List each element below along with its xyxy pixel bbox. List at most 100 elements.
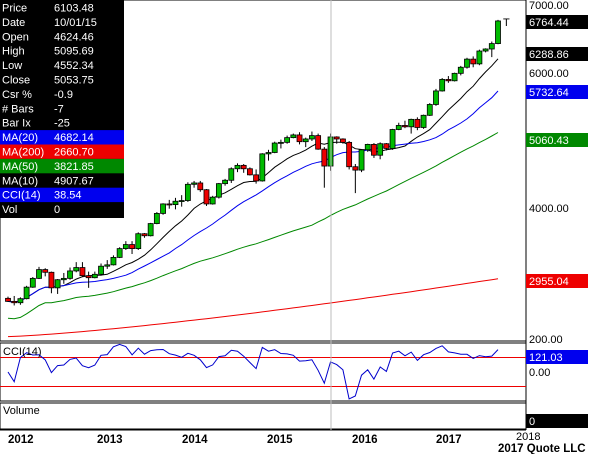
candle-up[interactable] <box>17 297 24 305</box>
data-legend: Price 6103.48 Date 10/01/15 Open 4624.46 High 5… <box>0 0 124 218</box>
candle-up[interactable] <box>172 197 179 210</box>
candle-up[interactable] <box>451 72 458 82</box>
candle-down[interactable] <box>470 56 477 68</box>
candle-up[interactable] <box>54 279 61 294</box>
candle-down[interactable] <box>383 143 390 151</box>
candle-up[interactable] <box>389 128 396 150</box>
candle-up[interactable] <box>488 41 495 58</box>
candle-up[interactable] <box>98 263 104 276</box>
candle-down[interactable] <box>79 262 86 278</box>
legend-key: MA(10) <box>2 175 38 187</box>
ma10-tag: 6288.86 <box>529 49 569 61</box>
legend-row: High 5095.69 <box>2 46 94 58</box>
candle-up[interactable] <box>426 103 433 116</box>
ma200-tag: 2955.04 <box>529 276 569 288</box>
candle-up[interactable] <box>358 149 365 173</box>
candle-up[interactable] <box>153 212 160 225</box>
candle-down[interactable] <box>296 132 303 145</box>
candle-up[interactable] <box>439 78 446 92</box>
candle-up[interactable] <box>228 167 235 183</box>
candle-down[interactable] <box>402 120 408 129</box>
candle-down[interactable] <box>197 180 204 192</box>
candle-up[interactable] <box>160 203 166 215</box>
legend-value: 4552.34 <box>54 60 94 72</box>
candle-down[interactable] <box>352 164 359 194</box>
candle-up[interactable] <box>395 122 402 131</box>
legend-row: # Bars -7 <box>2 103 64 115</box>
legend-value: 5053.75 <box>54 75 94 87</box>
legend-key: Close <box>2 75 30 87</box>
legend-value: -25 <box>54 118 70 130</box>
candle-down[interactable] <box>371 143 377 158</box>
candle-up[interactable] <box>420 114 427 129</box>
cci-series <box>0 343 526 400</box>
legend-key: Csr % <box>2 89 32 101</box>
candle-down[interactable] <box>445 76 452 83</box>
candle-down[interactable] <box>346 141 353 170</box>
candle-up[interactable] <box>147 222 154 237</box>
candle-up[interactable] <box>184 182 191 202</box>
candle-down[interactable] <box>315 133 322 150</box>
candle-down[interactable] <box>203 189 210 206</box>
candle-up[interactable] <box>309 131 315 142</box>
candle-up[interactable] <box>29 277 36 288</box>
candle-down[interactable] <box>42 268 49 277</box>
candle-up[interactable] <box>178 195 185 207</box>
candle-up[interactable] <box>302 137 309 148</box>
candle-down[interactable] <box>240 164 247 173</box>
cci-panel[interactable] <box>0 342 527 402</box>
candle-up[interactable] <box>91 271 98 279</box>
candle-up[interactable] <box>60 272 67 284</box>
candle-up[interactable] <box>290 133 297 139</box>
candle-up[interactable] <box>284 135 291 144</box>
candle-down[interactable] <box>414 117 421 131</box>
candle-down[interactable] <box>321 147 328 188</box>
candle-up[interactable] <box>110 255 117 266</box>
candle-up[interactable] <box>271 141 278 154</box>
candle-up[interactable] <box>259 153 266 182</box>
candle-up[interactable] <box>73 262 80 273</box>
legend-value: 6103.48 <box>54 3 94 15</box>
legend-value: 10/01/15 <box>54 17 97 29</box>
candle-up[interactable] <box>116 247 123 259</box>
candle-up[interactable] <box>408 118 415 134</box>
candle-up[interactable] <box>457 65 464 76</box>
candle-up[interactable] <box>23 285 30 300</box>
candle-up[interactable] <box>222 178 228 186</box>
candle-down[interactable] <box>5 296 11 303</box>
candle-up[interactable] <box>464 57 470 69</box>
candle-down[interactable] <box>333 136 340 144</box>
candle-down[interactable] <box>246 167 253 176</box>
candle-up[interactable] <box>476 49 483 66</box>
candle-up[interactable] <box>135 232 142 250</box>
candle-up[interactable] <box>377 142 384 160</box>
candle-down[interactable] <box>166 199 173 209</box>
candle-up[interactable] <box>278 139 284 149</box>
candle-up[interactable] <box>433 88 439 106</box>
candle-up[interactable] <box>495 19 501 45</box>
cci-panel-label: CCI(14) <box>3 346 42 358</box>
candle-down[interactable] <box>48 271 55 294</box>
candle-down[interactable] <box>340 138 346 144</box>
candle-down[interactable] <box>253 169 260 184</box>
candle-down[interactable] <box>129 241 135 255</box>
legend-row: Vol 0 <box>2 204 60 216</box>
legend-value: 4907.67 <box>54 175 94 187</box>
candle-up[interactable] <box>364 143 371 152</box>
candle-down[interactable] <box>141 233 148 238</box>
candle-up[interactable] <box>104 260 111 269</box>
candle-up[interactable] <box>36 266 42 280</box>
candle-up[interactable] <box>215 182 222 199</box>
candle-up[interactable] <box>482 48 489 53</box>
candle-down[interactable] <box>11 295 18 306</box>
candle-up[interactable] <box>191 180 197 188</box>
candle-up[interactable] <box>122 241 129 250</box>
candle-up[interactable] <box>67 267 73 280</box>
candle-down[interactable] <box>85 271 92 288</box>
volume-panel[interactable] <box>0 402 527 430</box>
candle-up[interactable] <box>265 149 272 161</box>
legend-value: 2660.70 <box>54 147 94 159</box>
candle-up[interactable] <box>209 195 216 205</box>
candle-up[interactable] <box>234 163 241 173</box>
